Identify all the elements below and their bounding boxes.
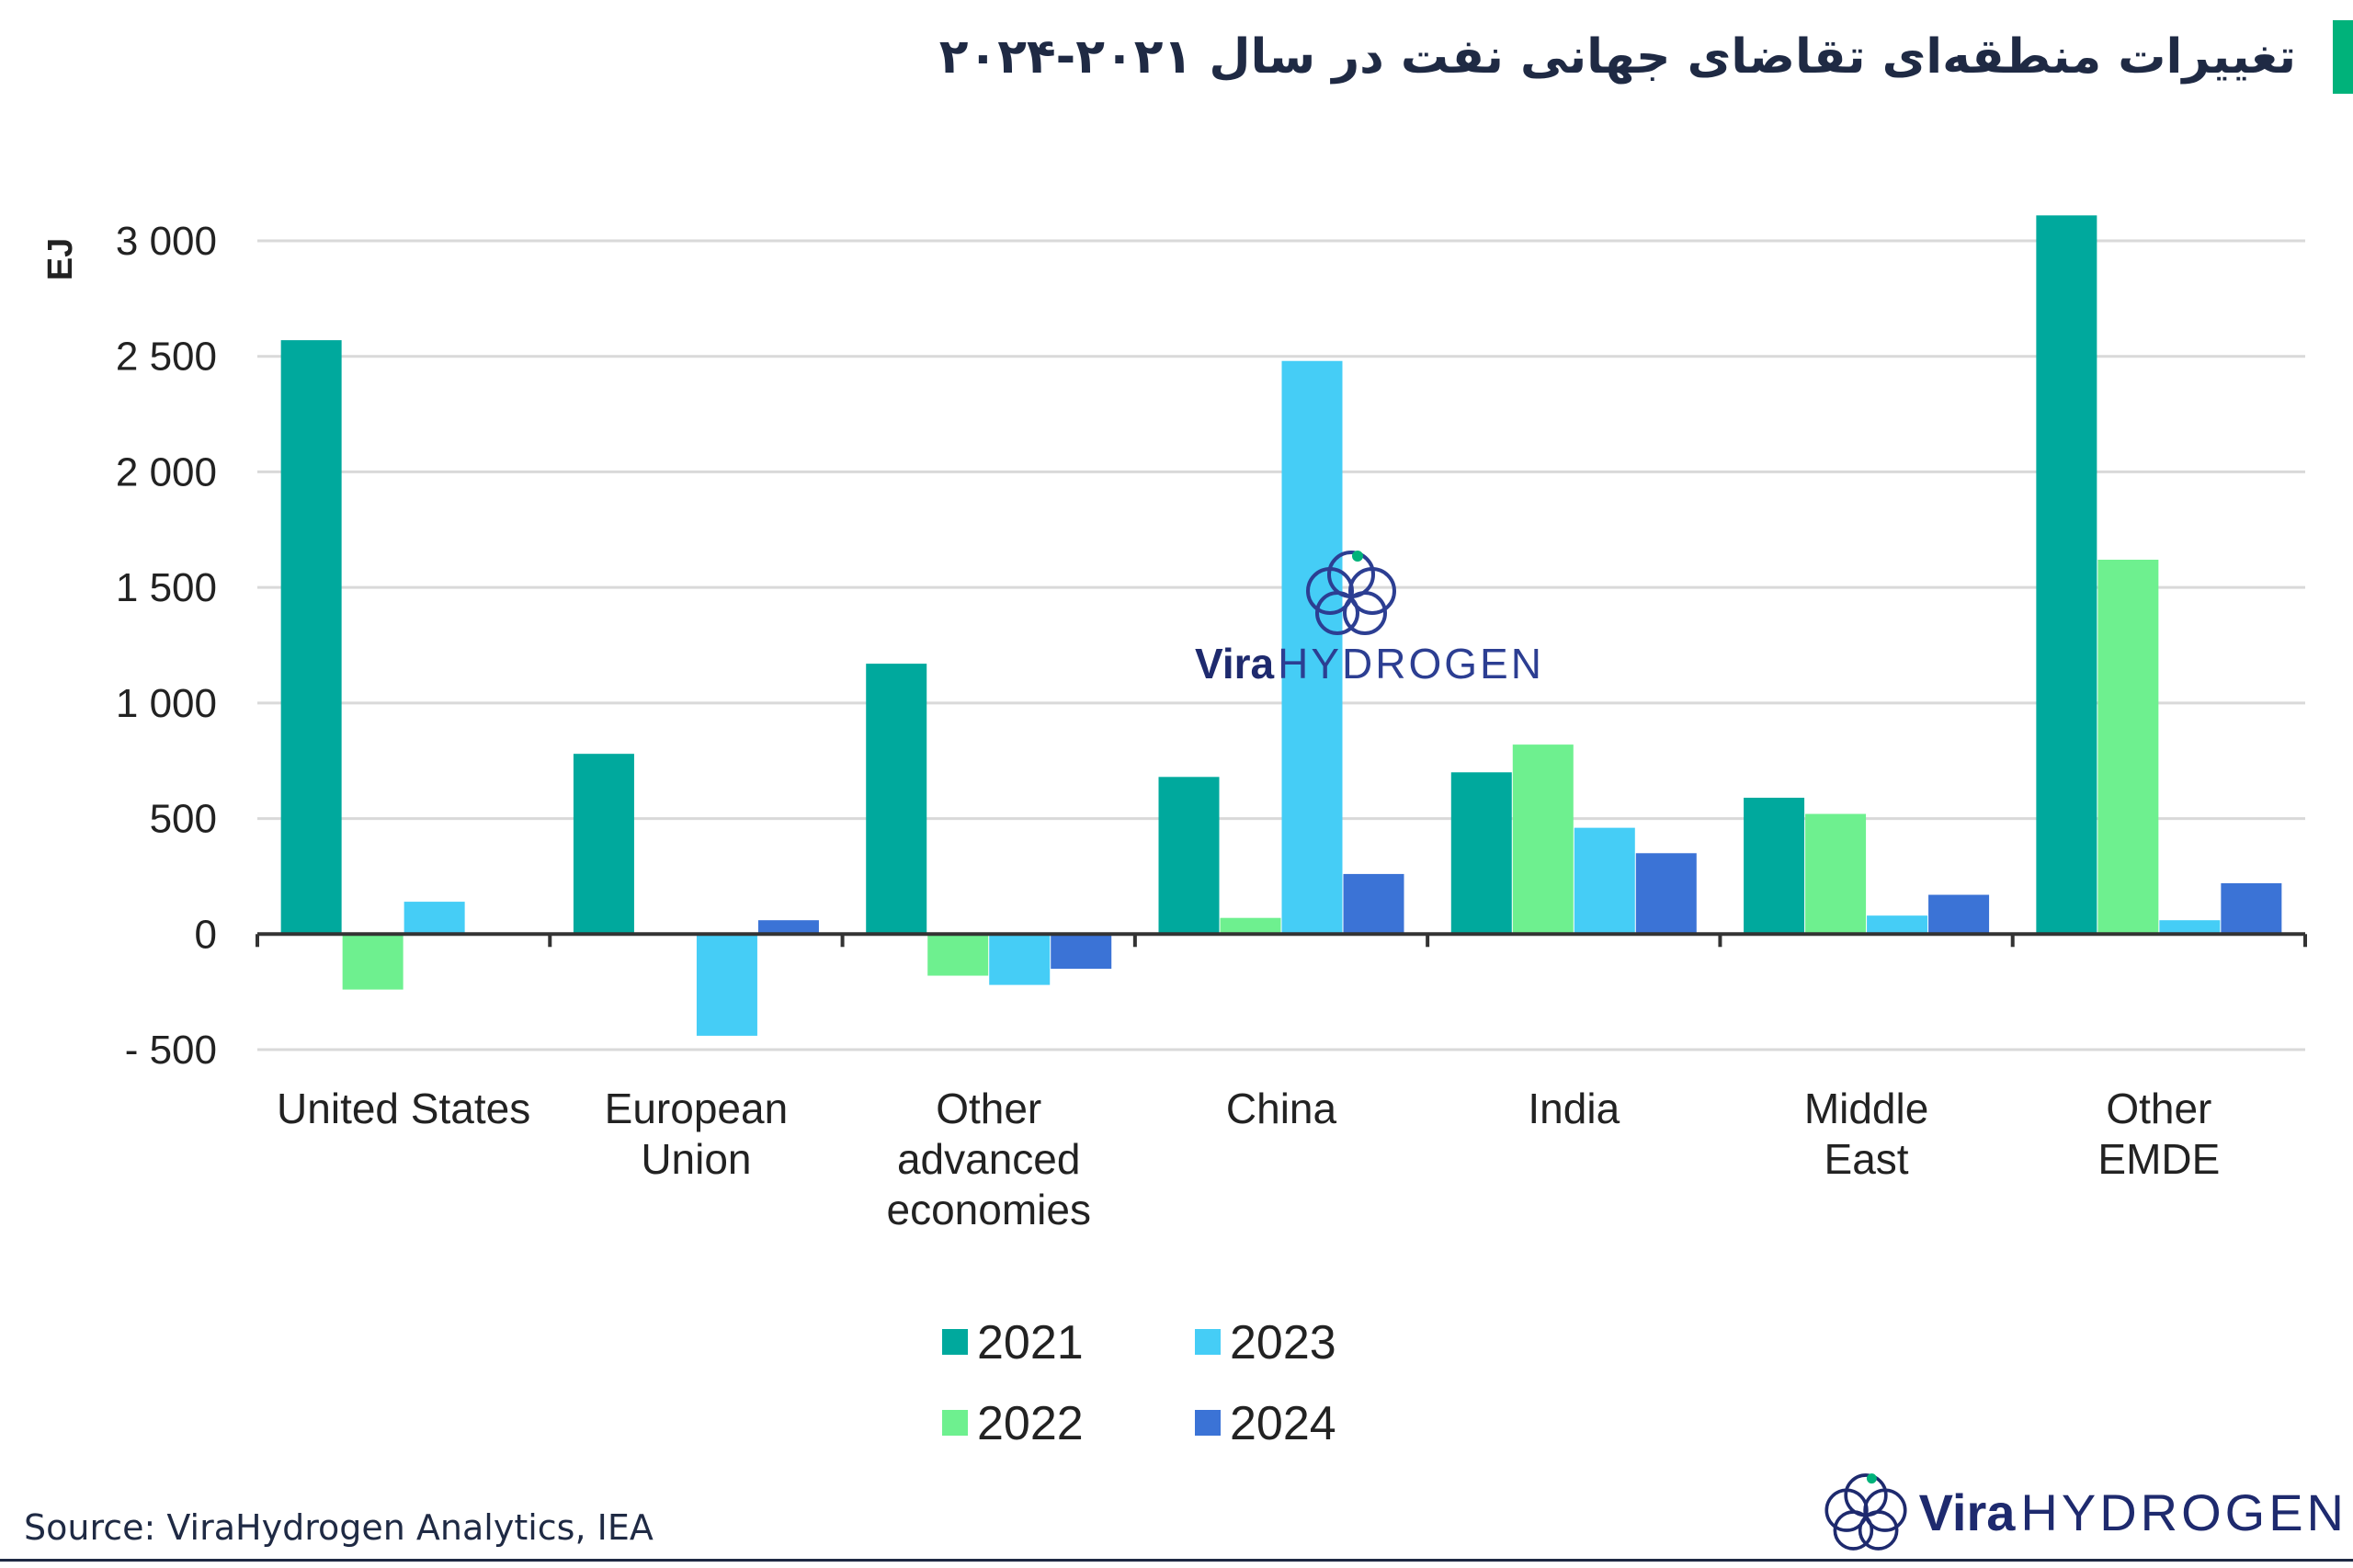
y-tick-label: - 500 — [125, 1028, 217, 1073]
title-bar: تغییرات منطقه‌ای تقاضای جهانی نفت در سال… — [939, 20, 2353, 94]
bar-2022 — [1512, 744, 1574, 935]
bar-2024 — [1343, 873, 1404, 935]
bar-2022 — [2097, 559, 2159, 935]
x-tick-label: Middle — [1804, 1085, 1929, 1132]
legend-label-2022: 2022 — [977, 1397, 1084, 1450]
x-tick-label: EMDE — [2097, 1135, 2220, 1183]
bar-2024 — [2221, 882, 2282, 935]
page-title: تغییرات منطقه‌ای تقاضای جهانی نفت در سال… — [938, 29, 2296, 85]
axis — [256, 932, 2307, 948]
legend-label-2024: 2024 — [1230, 1397, 1336, 1450]
x-tick-label: Other — [2106, 1085, 2211, 1132]
bar-2021 — [1158, 777, 1220, 935]
x-tick-label: economies — [886, 1186, 1090, 1233]
bar-2024 — [1051, 934, 1112, 969]
brand-logo: Vira HYDROGEN — [1820, 1461, 2347, 1562]
y-tick-label: 0 — [195, 912, 217, 957]
bar-2021 — [1450, 772, 1512, 935]
legend-label-2021: 2021 — [977, 1316, 1084, 1369]
bar-2024 — [757, 920, 819, 935]
legend: 2021 2023 2022 2024 — [942, 1316, 1336, 1450]
bar-2022 — [1805, 813, 1867, 935]
x-tick-label: China — [1226, 1085, 1337, 1132]
bars — [280, 215, 2282, 1036]
brand-hydrogen: HYDROGEN — [2020, 1483, 2347, 1541]
y-tick-labels: - 500 0 500 1 000 1 500 2 000 2 500 3 000 — [116, 219, 217, 1073]
bar-2022 — [342, 934, 404, 990]
bar-2024 — [1928, 894, 1990, 935]
bar-2023 — [1867, 915, 1928, 935]
bar-2021 — [1744, 797, 1805, 935]
bar-2023 — [989, 934, 1051, 985]
legend-swatch-2021 — [942, 1329, 968, 1355]
gridlines — [257, 239, 2305, 1051]
footer-divider — [0, 1559, 2353, 1562]
x-tick-label: East — [1824, 1135, 1909, 1183]
brand-vira: Vira — [1918, 1483, 2016, 1541]
x-tick-label: United States — [277, 1085, 530, 1132]
x-tick-label: India — [1528, 1085, 1620, 1132]
bar-2024 — [1635, 853, 1697, 935]
y-tick-label: 2 000 — [116, 449, 217, 494]
x-tick-label: advanced — [897, 1135, 1081, 1183]
legend-swatch-2024 — [1195, 1410, 1221, 1436]
brand-logo-icon — [1824, 1473, 1907, 1551]
bar-2021 — [2036, 215, 2097, 935]
x-tick-label: European — [605, 1085, 789, 1132]
legend-swatch-2023 — [1195, 1329, 1221, 1355]
bar-2021 — [866, 664, 927, 935]
bar-2021 — [280, 340, 342, 935]
legend-swatch-2022 — [942, 1410, 968, 1436]
legend-label-2023: 2023 — [1230, 1316, 1336, 1369]
bar-2023 — [1281, 360, 1343, 935]
y-tick-label: 1 000 — [116, 681, 217, 726]
x-tick-label: Other — [936, 1085, 1041, 1132]
bar-2023 — [2159, 920, 2221, 935]
y-tick-label: 500 — [150, 797, 217, 842]
title-accent-bar — [2333, 20, 2353, 94]
y-tick-label: 1 500 — [116, 565, 217, 610]
bar-2023 — [1574, 827, 1635, 935]
y-tick-label: 2 500 — [116, 335, 217, 380]
bar-2022 — [1220, 917, 1281, 935]
y-axis-label: EJ — [41, 238, 80, 280]
x-tick-label: Union — [641, 1135, 751, 1183]
y-tick-label: 3 000 — [116, 219, 217, 264]
source-note: Source: ViraHydrogen Analytics, IEA — [24, 1507, 654, 1548]
bar-2022 — [927, 934, 989, 976]
x-tick-labels: United States EuropeanUnionOtheradvancede… — [277, 1085, 2220, 1233]
bar-2023 — [696, 934, 757, 1036]
bar-2023 — [404, 902, 465, 935]
bar-2021 — [573, 754, 634, 935]
